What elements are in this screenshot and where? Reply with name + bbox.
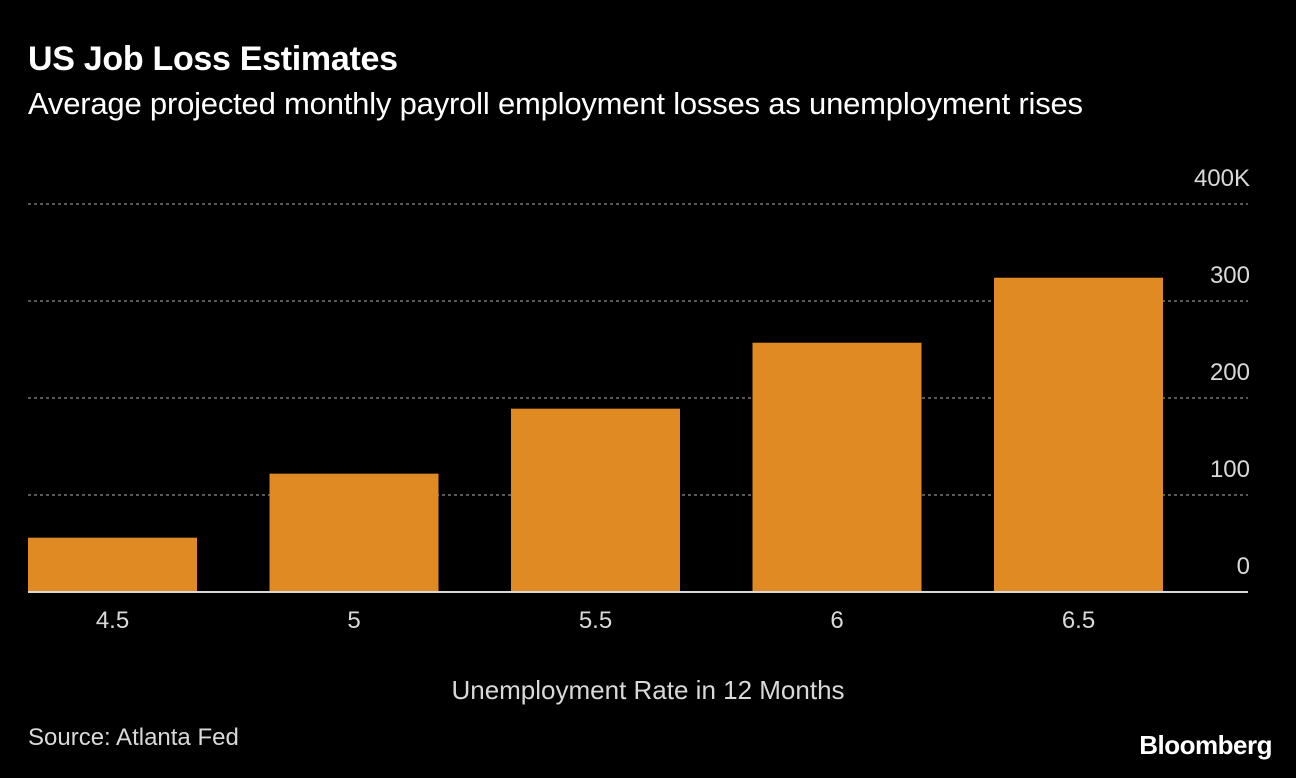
x-tick-label: 6 [830,607,843,634]
bar-5.5 [511,408,680,592]
x-tick-label: 4.5 [96,607,129,634]
y-tick-label: 0 [1237,553,1250,580]
y-tick-label: 100 [1210,456,1250,483]
x-axis-label: Unemployment Rate in 12 Months [451,675,844,705]
x-tick-label: 6.5 [1062,607,1095,634]
bar-6 [752,342,922,592]
bar-6.5 [994,277,1163,592]
source-note: Source: Atlanta Fed [28,724,239,751]
y-tick-label: 400K [1194,165,1250,192]
y-tick-label: 300 [1210,262,1250,289]
y-tick-label: 200 [1210,359,1250,386]
bar-4.5 [28,537,197,592]
x-tick-label: 5.5 [579,607,612,634]
chart-subtitle: Average projected monthly payroll employ… [28,86,1083,121]
bloomberg-logo: Bloomberg [1139,730,1272,760]
x-tick-label: 5 [347,607,360,634]
chart-title: US Job Loss Estimates [28,40,398,78]
bar-5 [269,473,439,592]
